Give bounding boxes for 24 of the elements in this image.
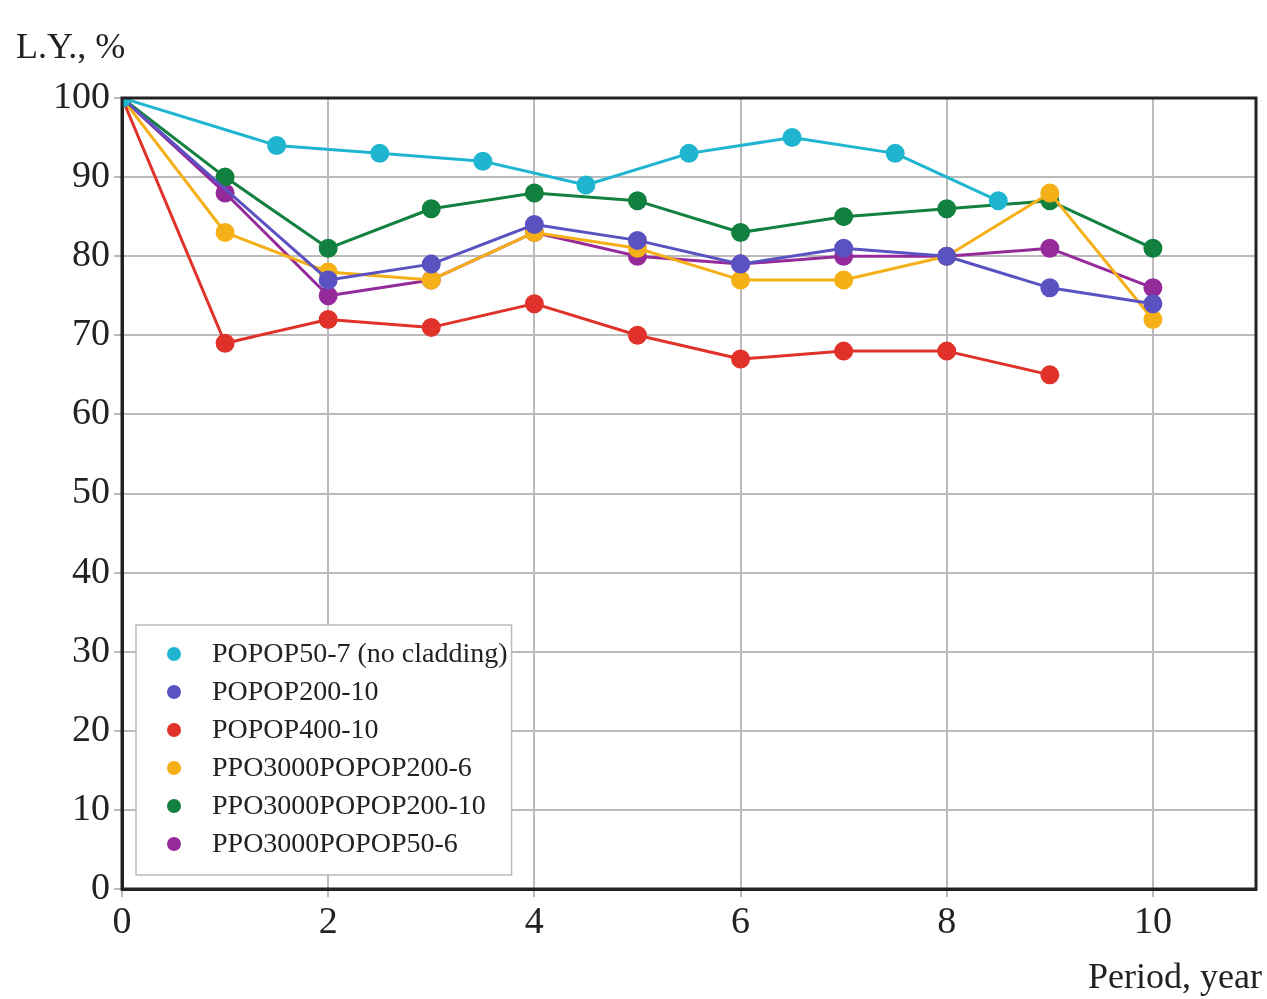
y-axis-title: L.Y., %: [16, 26, 126, 66]
y-tick-label: 40: [72, 548, 110, 591]
y-tick-label: 60: [72, 390, 110, 433]
y-tick-label: 0: [91, 864, 110, 907]
x-tick-label: 10: [1133, 898, 1172, 941]
y-tick-label: 50: [72, 469, 110, 512]
y-tick-label: 90: [72, 153, 110, 196]
x-tick-label: 6: [731, 898, 751, 941]
y-tick-label: 80: [72, 232, 110, 275]
legend-label: PPO3000POPOP200-6: [212, 751, 472, 783]
legend-label: POPOP400-10: [212, 713, 379, 745]
y-tick-label: 100: [53, 73, 110, 116]
y-tick-label: 10: [72, 785, 110, 828]
legend-label: POPOP200-10: [212, 675, 379, 707]
x-tick-label: 8: [937, 898, 957, 941]
legend-label: PPO3000POPOP50-6: [212, 827, 458, 859]
x-tick-label: 2: [318, 898, 338, 941]
legend-label: POPOP50-7 (no cladding): [212, 637, 508, 669]
y-tick-label: 70: [72, 311, 110, 354]
y-tick-label: 20: [72, 706, 110, 749]
x-tick-label: 4: [524, 898, 544, 941]
y-tick-label: 30: [72, 627, 110, 670]
x-axis-title: Period, year: [1088, 956, 1263, 997]
legend-label: PPO3000POPOP200-10: [212, 789, 486, 821]
